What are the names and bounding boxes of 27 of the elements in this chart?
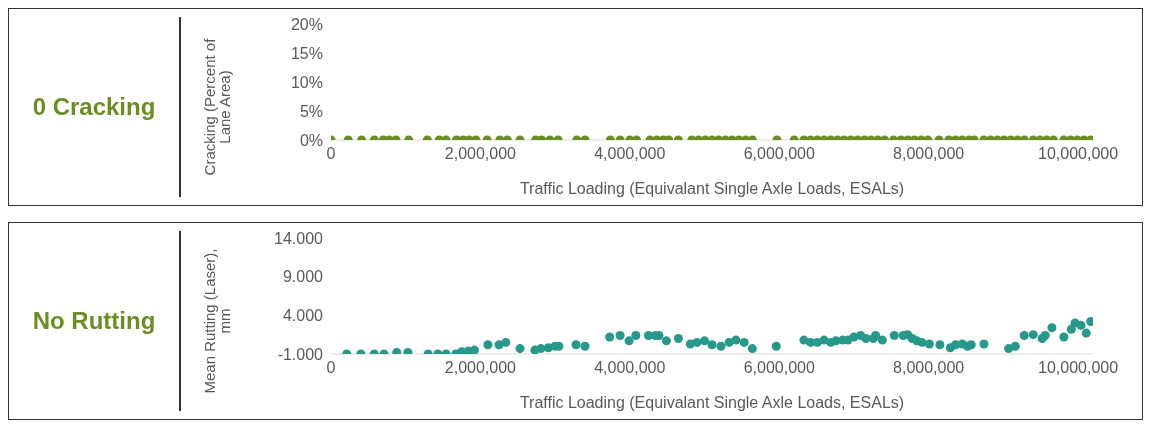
- x-tick-label: 8,000,000: [893, 145, 965, 163]
- x-tick-label: 4,000,000: [594, 145, 666, 163]
- y-tick-label: 9.000: [282, 268, 324, 286]
- x-tick-label: 0: [326, 145, 336, 163]
- y-axis-title: Mean Rutting (Laser), mm: [201, 247, 233, 396]
- x-axis-title: Traffic Loading (Equivalant Single Axle Loads, ESALs): [519, 394, 905, 411]
- y-tick-label: 15%: [290, 44, 323, 62]
- x-tick-label: 6,000,000: [743, 359, 815, 377]
- x-tick-label: 0: [326, 359, 336, 377]
- text: No Rutting: [31, 307, 157, 335]
- y-tick-label: 10%: [290, 73, 323, 91]
- x-axis-title: Traffic Loading (Equivalant Single Axle Loads, ESALs): [519, 180, 905, 197]
- y-tick-label: 14.000: [274, 229, 324, 247]
- x-tick-label: 4,000,000: [594, 359, 666, 377]
- y-tick-label: 0%: [299, 131, 323, 149]
- y-tick-label: -1.000: [277, 345, 324, 363]
- y-tick-label: 5%: [299, 102, 323, 120]
- text: 0 Cracking: [31, 93, 157, 121]
- x-tick-label: 2,000,000: [444, 359, 517, 377]
- y-axis-title: Cracking (Percent of Lane Area): [201, 37, 233, 178]
- y-tick-label: 20%: [290, 15, 323, 33]
- y-tick-label: 4.000: [282, 307, 324, 325]
- x-tick-label: 6,000,000: [743, 145, 815, 163]
- x-tick-label: 8,000,000: [893, 359, 965, 377]
- x-tick-label: 2,000,000: [444, 145, 517, 163]
- x-tick-label: 10,000,000: [1038, 359, 1119, 377]
- x-tick-label: 10,000,000: [1038, 145, 1119, 163]
